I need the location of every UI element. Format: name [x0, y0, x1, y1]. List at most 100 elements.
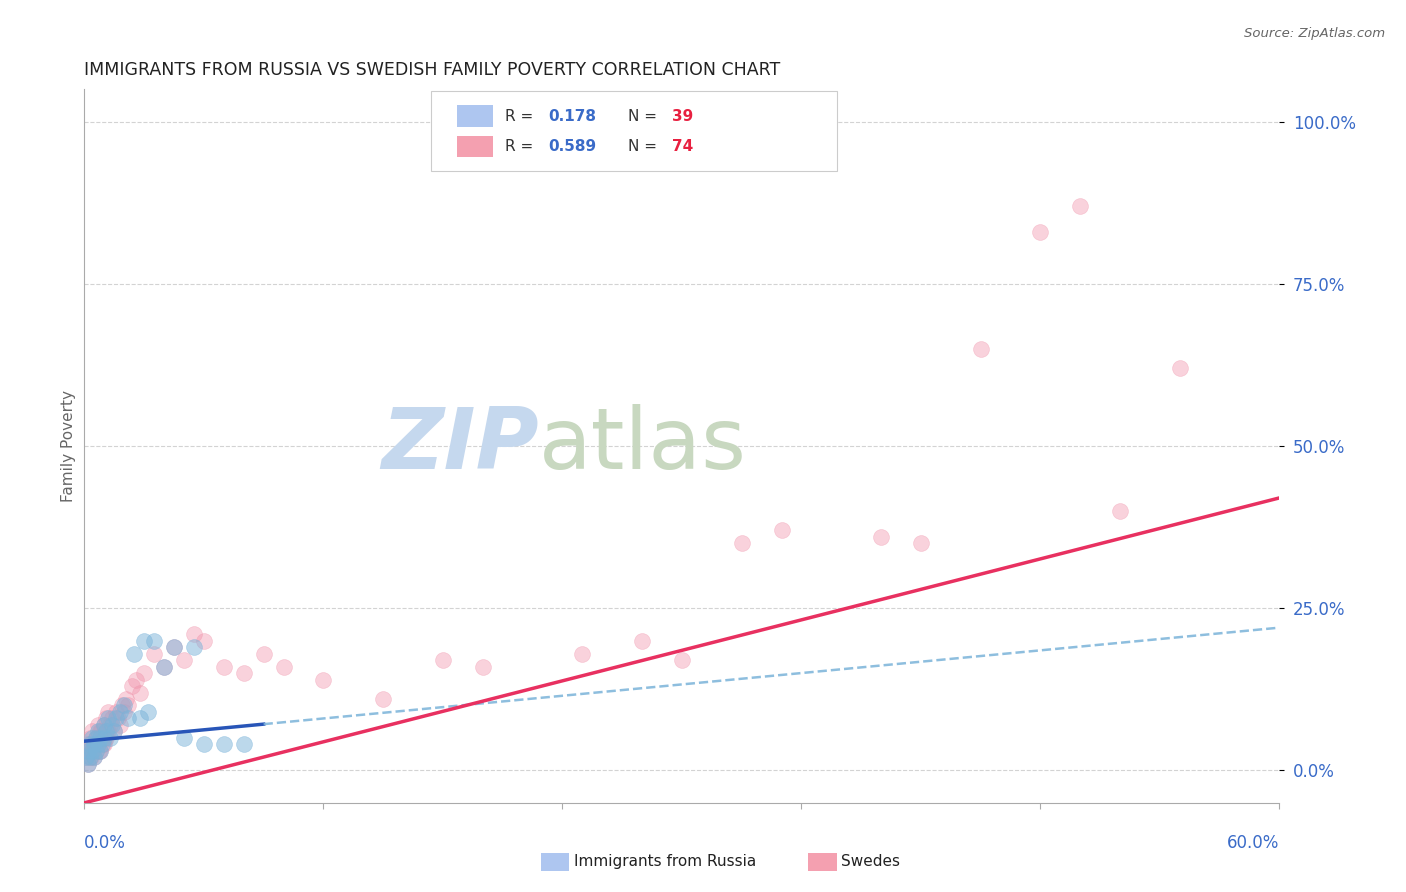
Point — [86, 731, 108, 745]
Point — [77, 744, 100, 758]
Point — [97, 724, 120, 739]
Bar — [457, 136, 494, 157]
Text: atlas: atlas — [538, 404, 747, 488]
Y-axis label: Family Poverty: Family Poverty — [60, 390, 76, 502]
Point — [77, 756, 100, 771]
Point — [910, 536, 932, 550]
Point — [107, 711, 129, 725]
Point — [129, 711, 152, 725]
Point — [89, 744, 111, 758]
Point — [103, 724, 125, 739]
Point — [93, 718, 115, 732]
Point — [110, 718, 132, 732]
Point — [98, 718, 121, 732]
Point — [79, 750, 101, 764]
Point — [212, 738, 235, 752]
Text: R =: R = — [505, 139, 538, 154]
Text: IMMIGRANTS FROM RUSSIA VS SWEDISH FAMILY POVERTY CORRELATION CHART: IMMIGRANTS FROM RUSSIA VS SWEDISH FAMILY… — [84, 62, 780, 79]
Point — [122, 647, 145, 661]
Point — [105, 711, 128, 725]
Point — [373, 692, 395, 706]
Point — [105, 705, 128, 719]
Point — [87, 738, 110, 752]
Point — [98, 731, 121, 745]
Text: 74: 74 — [672, 139, 693, 154]
Text: 0.0%: 0.0% — [84, 834, 127, 852]
Point — [75, 750, 97, 764]
Point — [96, 724, 118, 739]
Point — [89, 744, 111, 758]
Point — [136, 705, 159, 719]
Point — [89, 724, 111, 739]
Point — [86, 731, 108, 745]
Point — [82, 744, 104, 758]
Point — [273, 659, 295, 673]
Point — [132, 666, 156, 681]
Point — [312, 673, 335, 687]
Point — [143, 647, 166, 661]
Point — [232, 738, 254, 752]
Point — [110, 705, 132, 719]
Point — [163, 640, 186, 654]
Point — [82, 724, 104, 739]
Bar — [457, 105, 494, 127]
Point — [212, 659, 235, 673]
Point — [82, 744, 104, 758]
Point — [970, 342, 993, 356]
Text: ZIP: ZIP — [381, 404, 538, 488]
Point — [432, 653, 454, 667]
Point — [173, 653, 195, 667]
Point — [121, 679, 143, 693]
Point — [91, 731, 114, 745]
Point — [79, 738, 101, 752]
Point — [193, 633, 215, 648]
Text: N =: N = — [628, 109, 662, 124]
Point — [79, 731, 101, 745]
Text: 0.178: 0.178 — [548, 109, 596, 124]
Point — [1069, 199, 1091, 213]
Point — [86, 744, 108, 758]
Point — [132, 633, 156, 648]
Point — [101, 718, 124, 732]
Point — [193, 738, 215, 752]
Point — [111, 698, 134, 713]
Point — [671, 653, 693, 667]
Point — [117, 711, 139, 725]
Point — [93, 731, 115, 745]
Text: 60.0%: 60.0% — [1227, 834, 1279, 852]
Point — [97, 705, 120, 719]
Point — [75, 738, 97, 752]
FancyBboxPatch shape — [432, 91, 838, 171]
Point — [870, 530, 893, 544]
Point — [115, 692, 138, 706]
Point — [253, 647, 276, 661]
Point — [101, 711, 124, 725]
Point — [731, 536, 754, 550]
Point — [83, 750, 105, 764]
Point — [112, 705, 135, 719]
Point — [83, 738, 105, 752]
Point — [86, 744, 108, 758]
Point — [96, 724, 118, 739]
Point — [90, 724, 112, 739]
Text: 39: 39 — [672, 109, 693, 124]
Point — [89, 731, 111, 745]
Text: Swedes: Swedes — [841, 855, 900, 869]
Point — [125, 673, 148, 687]
Point — [97, 711, 120, 725]
Text: N =: N = — [628, 139, 662, 154]
Text: Source: ZipAtlas.com: Source: ZipAtlas.com — [1244, 27, 1385, 40]
Point — [94, 731, 117, 745]
Point — [87, 724, 110, 739]
Point — [96, 711, 118, 725]
Point — [173, 731, 195, 745]
Point — [83, 750, 105, 764]
Point — [75, 750, 97, 764]
Point — [770, 524, 793, 538]
Point — [91, 738, 114, 752]
Point — [112, 698, 135, 713]
Point — [183, 627, 205, 641]
Point — [79, 750, 101, 764]
Point — [84, 738, 107, 752]
Point — [91, 738, 114, 752]
